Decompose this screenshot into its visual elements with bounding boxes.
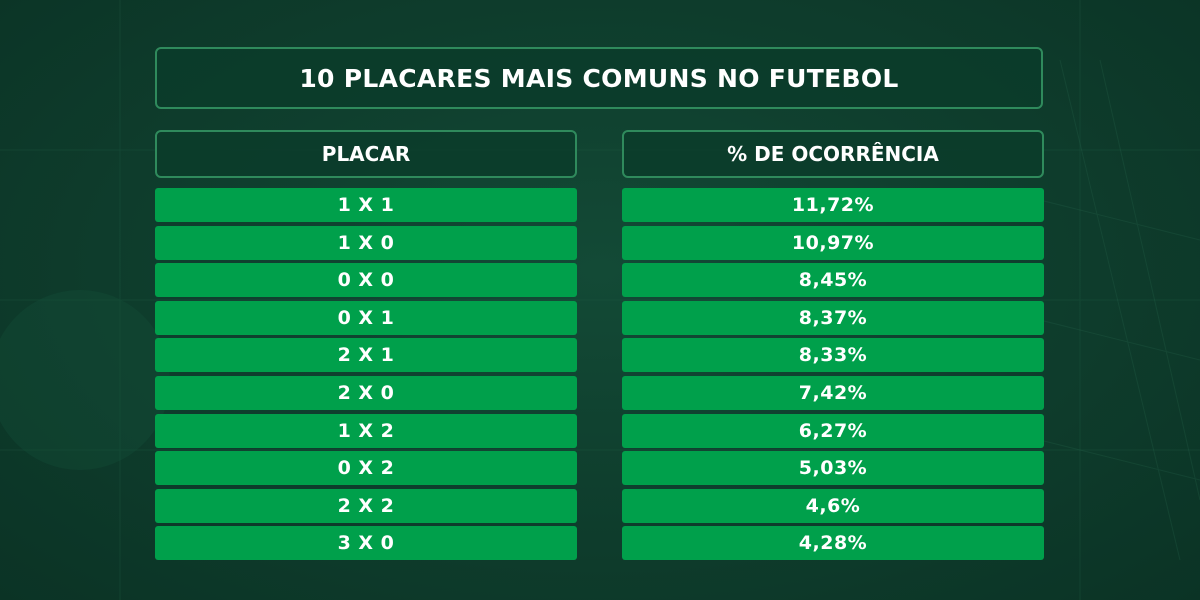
score-cell: 2 X 2 xyxy=(155,488,577,523)
score-cell: 1 X 1 xyxy=(155,188,577,222)
occurrence-cell: 8,45% xyxy=(622,263,1044,298)
score-cell: 2 X 0 xyxy=(155,375,577,410)
occurrence-cell: 11,72% xyxy=(622,188,1044,222)
occurrence-cell: 5,03% xyxy=(622,451,1044,486)
occurrence-cell: 7,42% xyxy=(622,375,1044,410)
column-header-score-label: PLACAR xyxy=(321,142,411,166)
score-cell: 0 X 1 xyxy=(155,300,577,335)
score-cell: 1 X 0 xyxy=(155,225,577,260)
page-title: 10 PLACARES MAIS COMUNS NO FUTEBOL xyxy=(299,63,899,93)
column-header-occurrence-label: % DE OCORRÊNCIA xyxy=(727,142,939,166)
column-header-occurrence: % DE OCORRÊNCIA xyxy=(622,130,1044,178)
score-cell: 0 X 2 xyxy=(155,451,577,486)
score-column: 1 X 1 1 X 0 0 X 0 0 X 1 2 X 1 2 X 0 1 X … xyxy=(155,188,577,564)
title-box: 10 PLACARES MAIS COMUNS NO FUTEBOL xyxy=(155,47,1043,109)
occurrence-cell: 10,97% xyxy=(622,225,1044,260)
occurrence-cell: 6,27% xyxy=(622,413,1044,448)
score-cell: 2 X 1 xyxy=(155,338,577,373)
occurrence-column: 11,72% 10,97% 8,45% 8,37% 8,33% 7,42% 6,… xyxy=(622,188,1044,564)
occurrence-cell: 4,28% xyxy=(622,526,1044,561)
score-cell: 3 X 0 xyxy=(155,526,577,561)
occurrence-cell: 8,37% xyxy=(622,300,1044,335)
occurrence-cell: 8,33% xyxy=(622,338,1044,373)
occurrence-cell: 4,6% xyxy=(622,488,1044,523)
score-cell: 1 X 2 xyxy=(155,413,577,448)
column-header-score: PLACAR xyxy=(155,130,577,178)
score-cell: 0 X 0 xyxy=(155,263,577,298)
